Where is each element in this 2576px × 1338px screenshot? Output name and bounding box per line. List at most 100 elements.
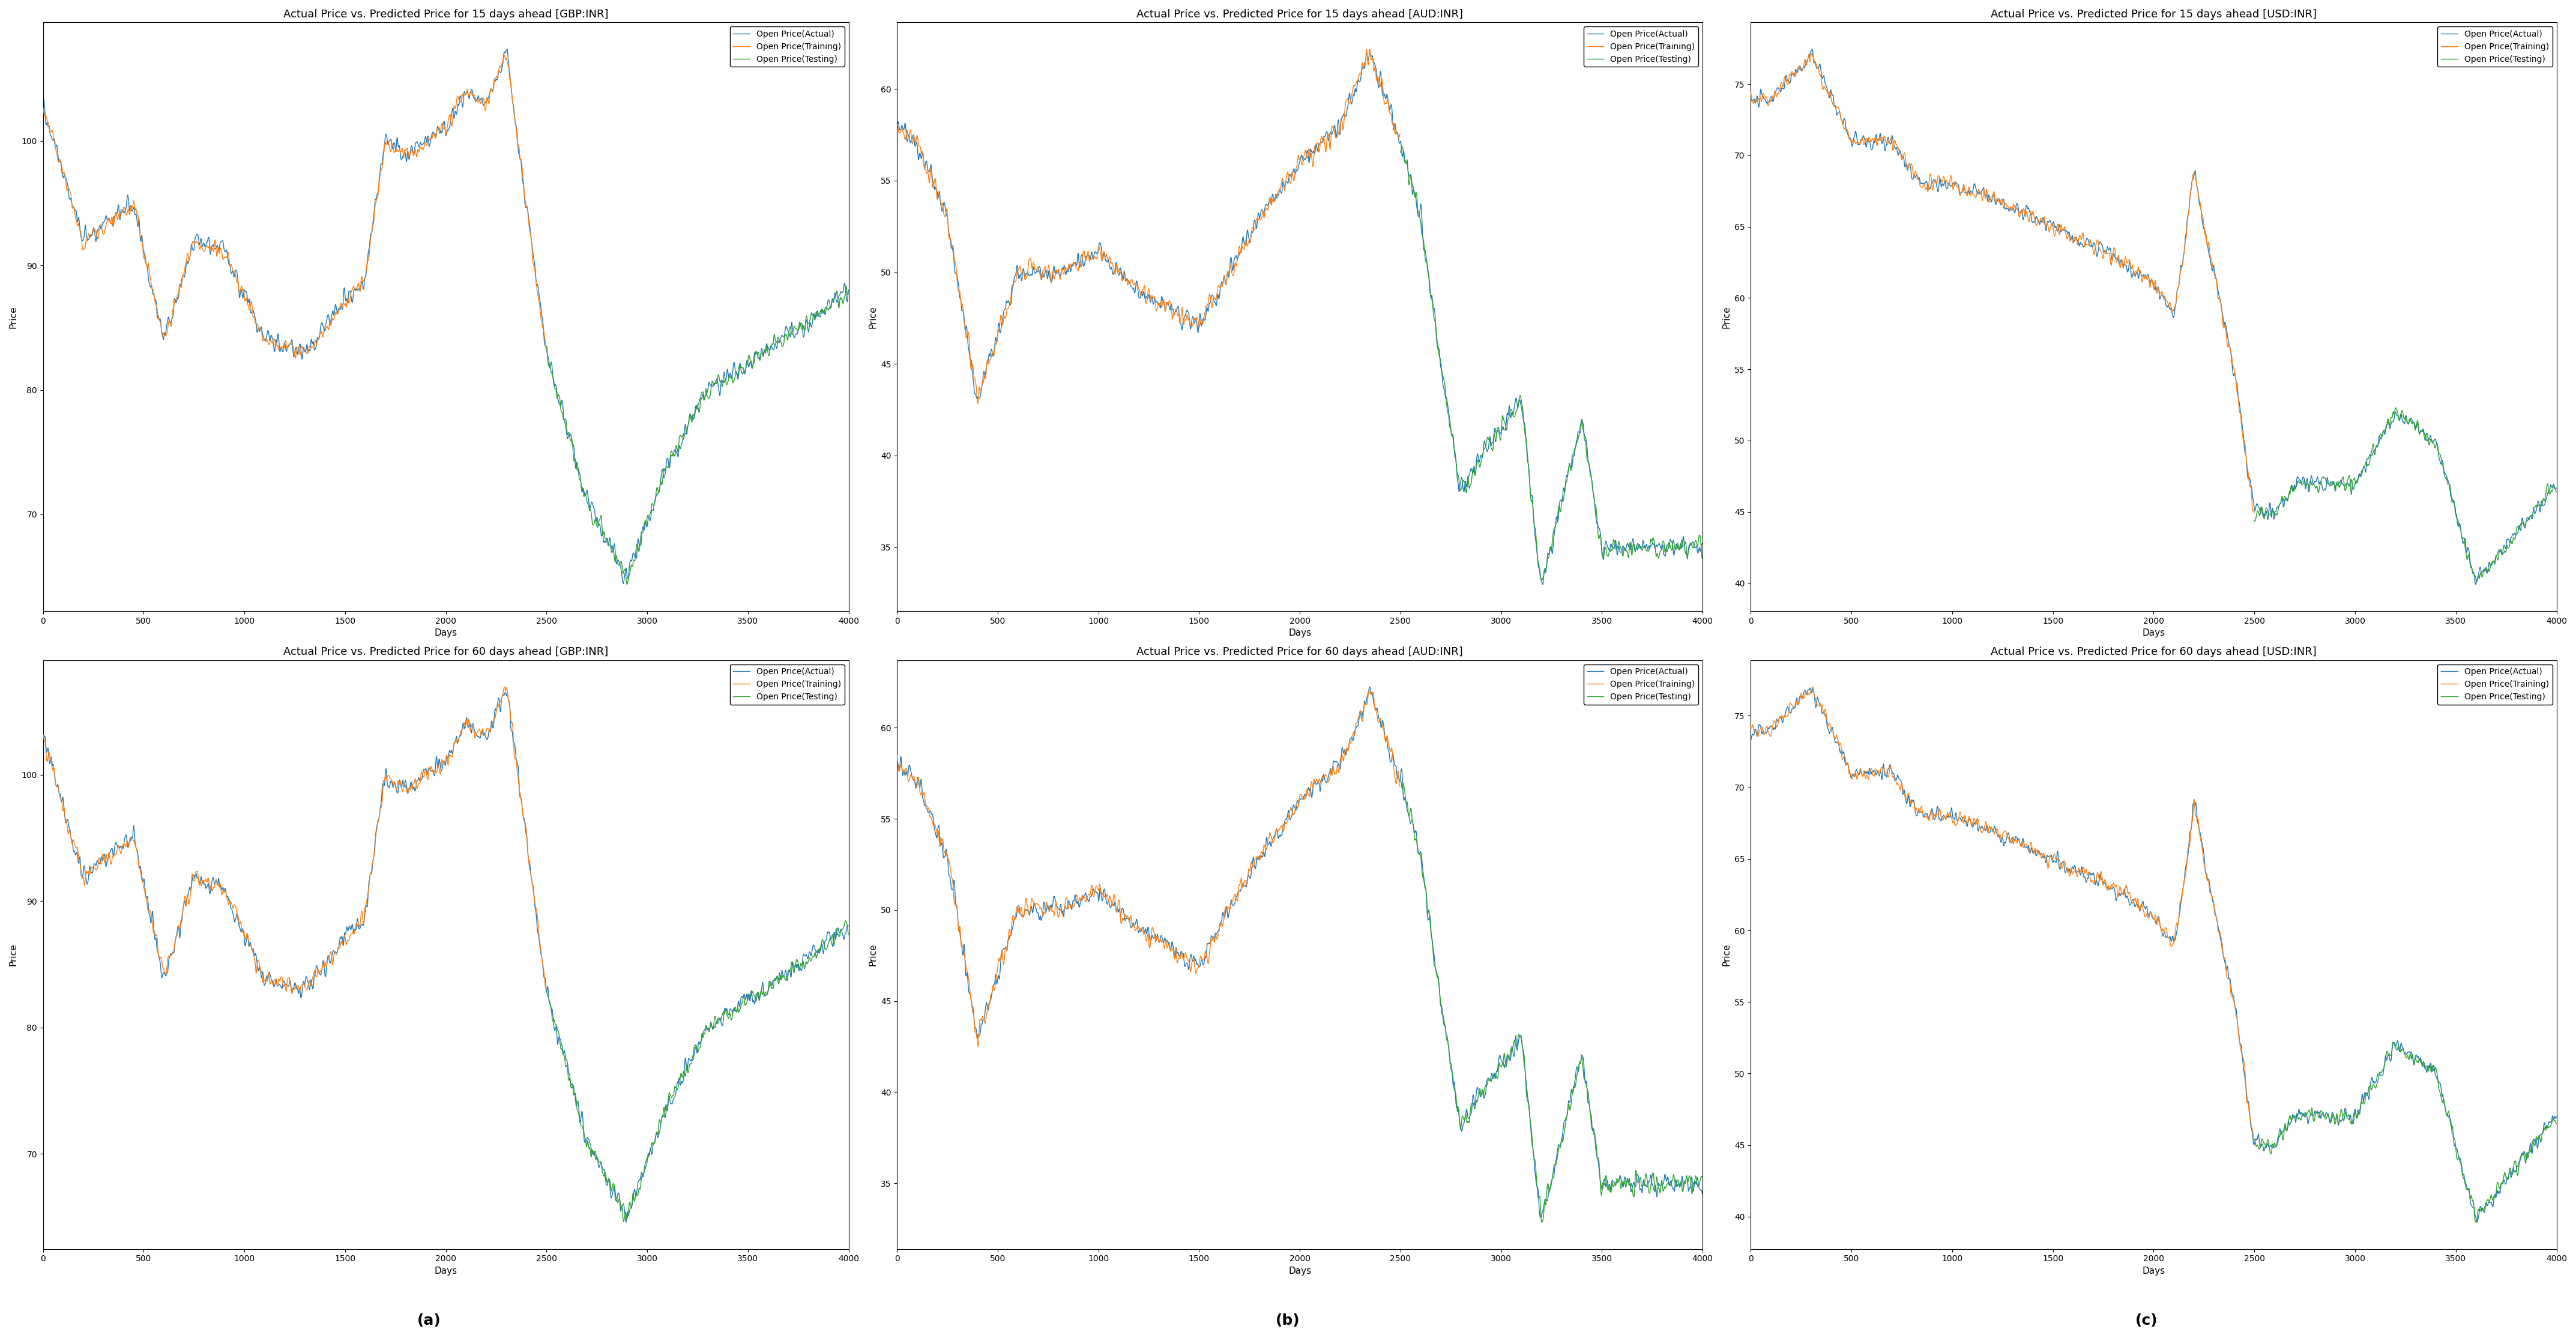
Title: Actual Price vs. Predicted Price for 15 days ahead [AUD:INR]: Actual Price vs. Predicted Price for 15 …: [1136, 9, 1463, 20]
Line: Open Price(Training): Open Price(Training): [1752, 686, 2254, 1140]
Open Price(Actual): [2117, 894, 2148, 910]
Open Price(Actual): [2460, 577, 2491, 593]
Open Price(Testing): [1512, 462, 1543, 478]
Title: Actual Price vs. Predicted Price for 60 days ahead [GBP:INR]: Actual Price vs. Predicted Price for 60 …: [283, 646, 608, 657]
Open Price(Training): [222, 909, 252, 925]
Legend: Open Price(Actual), Open Price(Training), Open Price(Testing): Open Price(Actual), Open Price(Training)…: [2437, 664, 2553, 705]
Y-axis label: Price: Price: [8, 305, 18, 328]
Open Price(Actual): [1798, 41, 1829, 58]
Line: Open Price(Actual): Open Price(Actual): [44, 50, 848, 583]
Open Price(Actual): [768, 970, 799, 986]
Text: (b): (b): [1275, 1313, 1301, 1327]
Line: Open Price(Actual): Open Price(Actual): [44, 692, 848, 1222]
Open Price(Training): [891, 123, 922, 139]
Text: (a): (a): [417, 1313, 440, 1327]
Open Price(Training): [39, 760, 70, 776]
Open Price(Testing): [829, 913, 860, 929]
Open Price(Actual): [881, 120, 912, 136]
Open Price(Actual): [2074, 237, 2105, 253]
Open Price(Actual): [2081, 242, 2112, 258]
Open Price(Actual): [2540, 1109, 2571, 1125]
Open Price(Training): [39, 128, 70, 145]
Title: Actual Price vs. Predicted Price for 15 days ahead [USD:INR]: Actual Price vs. Predicted Price for 15 …: [1991, 9, 2316, 20]
Open Price(Testing): [2239, 1132, 2269, 1148]
Open Price(Training): [1291, 150, 1321, 166]
Line: Open Price(Testing): Open Price(Testing): [546, 286, 848, 585]
Open Price(Training): [438, 108, 469, 124]
Open Price(Actual): [366, 792, 397, 808]
Open Price(Testing): [554, 429, 585, 446]
Open Price(Actual): [366, 157, 397, 173]
Open Price(Actual): [410, 760, 440, 776]
Open Price(Actual): [2321, 476, 2352, 492]
Open Price(Testing): [1409, 872, 1440, 888]
Y-axis label: Price: Price: [868, 305, 878, 328]
Open Price(Training): [2166, 894, 2197, 910]
Line: Open Price(Testing): Open Price(Testing): [2254, 408, 2555, 582]
Open Price(Testing): [672, 1057, 703, 1073]
Line: Open Price(Training): Open Price(Training): [44, 686, 546, 994]
Legend: Open Price(Actual), Open Price(Training), Open Price(Testing): Open Price(Actual), Open Price(Training)…: [1584, 664, 1698, 705]
Open Price(Testing): [703, 1010, 734, 1026]
Open Price(Actual): [881, 756, 912, 772]
Open Price(Testing): [531, 339, 562, 355]
Open Price(Testing): [1528, 1214, 1558, 1230]
Open Price(Actual): [1736, 732, 1767, 748]
X-axis label: Days: Days: [1288, 1267, 1311, 1275]
Open Price(Actual): [1623, 542, 1654, 558]
Open Price(Actual): [608, 575, 639, 591]
Open Price(Testing): [2380, 400, 2411, 416]
Open Price(Testing): [1409, 235, 1440, 252]
X-axis label: Days: Days: [1288, 629, 1311, 638]
Open Price(Testing): [1520, 519, 1551, 535]
Open Price(Testing): [567, 479, 598, 495]
Open Price(Training): [1355, 41, 1386, 58]
Open Price(Actual): [2476, 554, 2506, 570]
Open Price(Testing): [832, 285, 863, 301]
Open Price(Actual): [768, 329, 799, 345]
Open Price(Training): [477, 714, 507, 731]
Open Price(Training): [28, 727, 59, 743]
Open Price(Actual): [1466, 1084, 1497, 1100]
Open Price(Testing): [567, 1119, 598, 1135]
Open Price(Actual): [28, 732, 59, 748]
Line: Open Price(Actual): Open Price(Actual): [1752, 688, 2555, 1222]
Legend: Open Price(Actual), Open Price(Training), Open Price(Testing): Open Price(Actual), Open Price(Training)…: [1584, 27, 1698, 67]
Open Price(Testing): [659, 448, 690, 464]
Line: Open Price(Testing): Open Price(Testing): [1401, 781, 1703, 1222]
Open Price(Training): [276, 986, 307, 1002]
Open Price(Testing): [1687, 1169, 1718, 1185]
Open Price(Actual): [1265, 181, 1296, 197]
Open Price(Actual): [492, 41, 523, 58]
Line: Open Price(Training): Open Price(Training): [1752, 54, 2254, 514]
Open Price(Actual): [2540, 480, 2571, 496]
Open Price(Actual): [489, 684, 520, 700]
Open Price(Testing): [611, 577, 641, 593]
Open Price(Training): [1386, 779, 1417, 795]
Legend: Open Price(Actual), Open Price(Training), Open Price(Testing): Open Price(Actual), Open Price(Training)…: [2437, 27, 2553, 67]
Open Price(Training): [1332, 741, 1363, 757]
Open Price(Training): [1736, 84, 1767, 100]
Open Price(Actual): [1687, 535, 1718, 551]
Open Price(Training): [531, 979, 562, 995]
Line: Open Price(Actual): Open Price(Actual): [1752, 50, 2555, 585]
Open Price(Testing): [832, 927, 863, 943]
Open Price(Actual): [2117, 264, 2148, 280]
Open Price(Actual): [1528, 577, 1558, 593]
Y-axis label: Price: Price: [1723, 305, 1731, 328]
Open Price(Testing): [2540, 1116, 2571, 1132]
Open Price(Actual): [1662, 1176, 1692, 1192]
Open Price(Training): [1352, 684, 1383, 700]
Open Price(Actual): [1265, 828, 1296, 844]
Open Price(Actual): [1795, 680, 1826, 696]
Open Price(Actual): [613, 1207, 644, 1223]
Open Price(Testing): [1525, 1195, 1556, 1211]
Open Price(Actual): [28, 90, 59, 106]
X-axis label: Days: Days: [435, 1267, 459, 1275]
Open Price(Testing): [531, 983, 562, 999]
Open Price(Training): [1077, 880, 1108, 896]
Open Price(Actual): [809, 304, 840, 320]
Open Price(Actual): [2517, 1145, 2548, 1161]
Open Price(Actual): [809, 941, 840, 957]
Open Price(Training): [2017, 839, 2048, 855]
